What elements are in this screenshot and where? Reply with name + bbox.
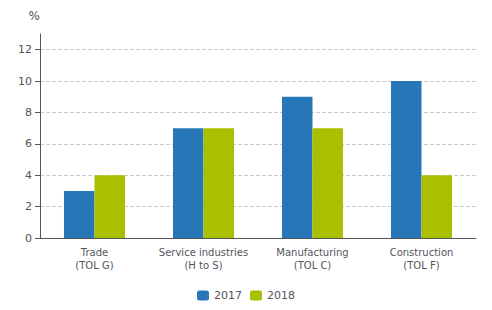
svg-text:%: % (29, 9, 40, 23)
svg-text:12: 12 (18, 43, 32, 56)
svg-text:8: 8 (25, 106, 32, 119)
svg-text:10: 10 (18, 75, 32, 88)
svg-text:2018: 2018 (267, 289, 295, 302)
svg-text:Trade: Trade (80, 247, 108, 258)
svg-text:2017: 2017 (214, 289, 242, 302)
svg-text:2: 2 (25, 200, 32, 213)
svg-text:Manufacturing: Manufacturing (276, 247, 348, 258)
svg-text:4: 4 (25, 169, 32, 182)
svg-text:(TOL F): (TOL F) (403, 260, 439, 271)
svg-text:6: 6 (25, 137, 32, 150)
svg-text:(H to S): (H to S) (184, 260, 222, 271)
svg-text:Construction: Construction (390, 247, 454, 258)
svg-text:(TOL G): (TOL G) (75, 260, 113, 271)
svg-text:0: 0 (25, 232, 32, 245)
svg-text:Service industries: Service industries (159, 247, 248, 258)
svg-text:(TOL C): (TOL C) (294, 260, 332, 271)
